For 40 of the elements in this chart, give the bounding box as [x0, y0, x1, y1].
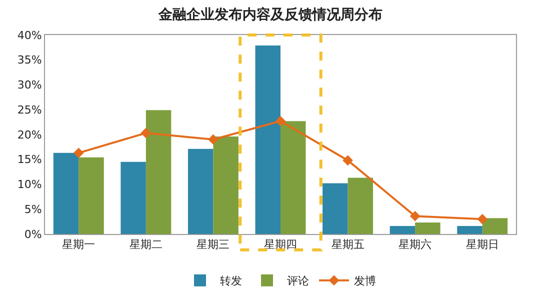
- bar: [53, 152, 79, 234]
- point: [275, 116, 286, 126]
- y-tick-label: 0%: [24, 228, 42, 241]
- x-tick-label: 星期日: [466, 238, 499, 252]
- y-tick-label: 30%: [17, 78, 42, 92]
- y-tick-label: 5%: [24, 202, 42, 216]
- bar: [213, 136, 238, 234]
- y-tick-label: 20%: [17, 128, 42, 142]
- x-tick-label: 星期三: [196, 238, 230, 252]
- point: [342, 155, 353, 166]
- bar: [120, 162, 146, 234]
- bar: [482, 218, 508, 234]
- bar: [255, 45, 280, 234]
- bar: [457, 226, 482, 234]
- x-tick-label: 星期一: [62, 238, 96, 252]
- bar: [348, 178, 374, 234]
- bar: [188, 148, 214, 234]
- point: [140, 128, 152, 138]
- x-tick-label: 星期五: [331, 238, 364, 252]
- y-tick-label: 25%: [17, 103, 42, 116]
- bar: [280, 121, 306, 234]
- bar: [390, 226, 416, 234]
- bar: [78, 157, 104, 234]
- y-tick-label: 15%: [17, 153, 42, 166]
- legend-label: 转发: [220, 274, 242, 288]
- legend-label: 评论: [287, 274, 309, 288]
- bar: [146, 110, 172, 234]
- bar: [322, 183, 348, 234]
- point: [73, 148, 84, 158]
- y-tick-label: 35%: [17, 54, 42, 67]
- point: [410, 210, 420, 222]
- chart-title: 金融企业发布内容及反馈情况周分布: [158, 6, 382, 24]
- bar: [415, 222, 440, 234]
- y-tick-label: 10%: [17, 178, 42, 192]
- point: [477, 214, 488, 224]
- x-tick-label: 星期六: [398, 238, 432, 252]
- point: [208, 134, 218, 145]
- y-tick-label: 40%: [17, 28, 42, 42]
- x-tick-label: 星期二: [129, 238, 162, 252]
- legend-label: 发博: [354, 274, 376, 288]
